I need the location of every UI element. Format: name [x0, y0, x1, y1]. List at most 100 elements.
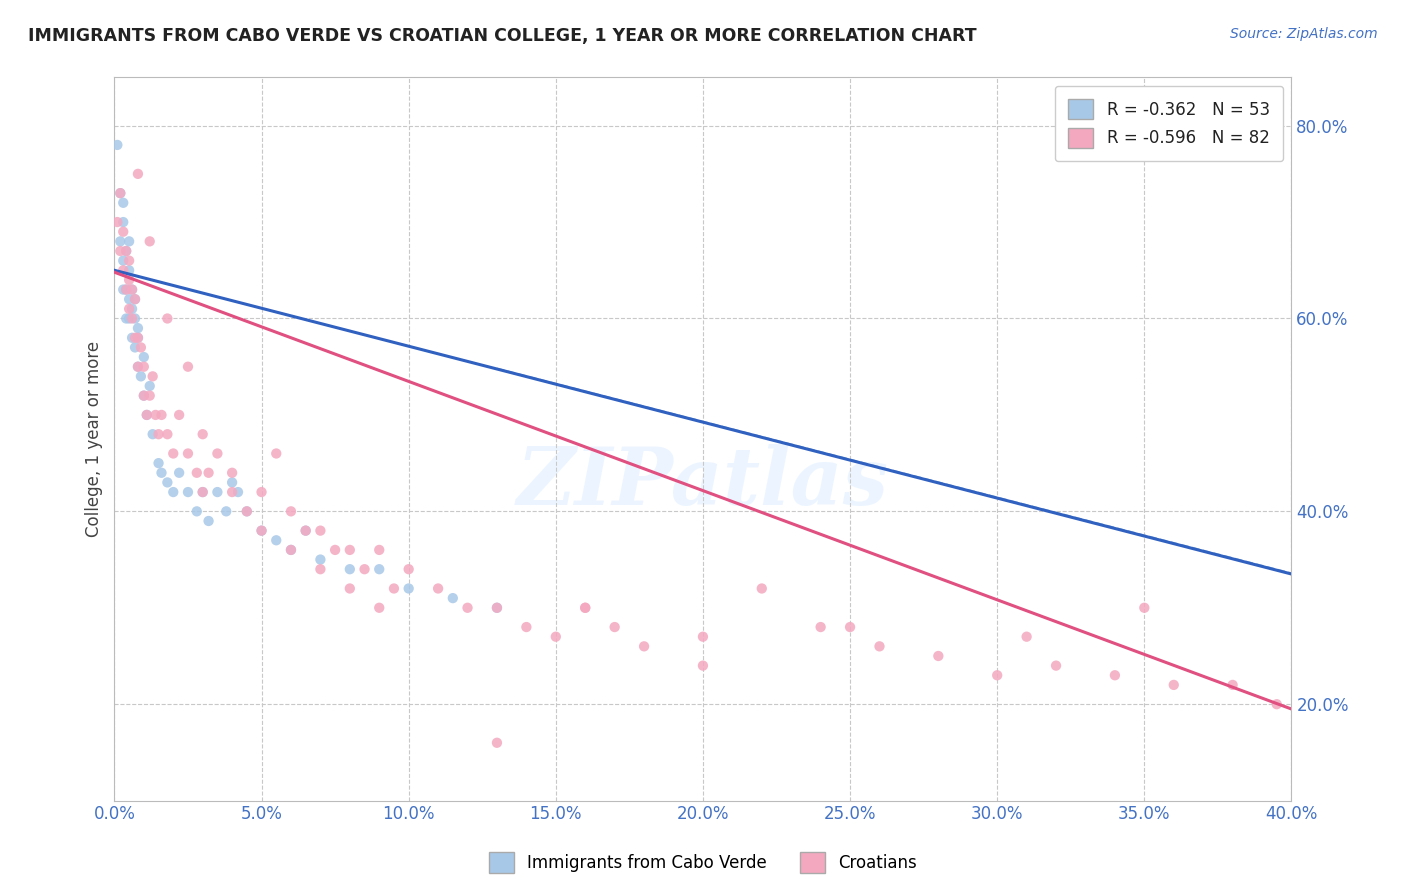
- Point: [112, 263, 135, 277]
- Point: [294, 524, 316, 538]
- Point: [485, 736, 508, 750]
- Point: [138, 389, 160, 403]
- Legend: Immigrants from Cabo Verde, Croatians: Immigrants from Cabo Verde, Croatians: [482, 846, 924, 880]
- Point: [112, 283, 135, 297]
- Point: [191, 485, 214, 500]
- Point: [135, 408, 157, 422]
- Point: [280, 504, 302, 518]
- Point: [692, 658, 714, 673]
- Point: [751, 582, 773, 596]
- Point: [121, 283, 143, 297]
- Point: [457, 600, 479, 615]
- Point: [121, 283, 143, 297]
- Point: [118, 273, 141, 287]
- Point: [167, 466, 190, 480]
- Point: [339, 542, 361, 557]
- Point: [121, 311, 143, 326]
- Text: Source: ZipAtlas.com: Source: ZipAtlas.com: [1230, 27, 1378, 41]
- Point: [177, 485, 200, 500]
- Point: [309, 562, 332, 576]
- Point: [115, 244, 138, 258]
- Point: [603, 620, 626, 634]
- Point: [226, 485, 249, 500]
- Point: [118, 292, 141, 306]
- Point: [124, 340, 146, 354]
- Point: [132, 389, 155, 403]
- Point: [986, 668, 1008, 682]
- Point: [186, 466, 208, 480]
- Point: [118, 263, 141, 277]
- Point: [191, 485, 214, 500]
- Point: [167, 408, 190, 422]
- Point: [132, 389, 155, 403]
- Point: [145, 408, 167, 422]
- Point: [869, 640, 891, 654]
- Point: [368, 600, 391, 615]
- Point: [115, 283, 138, 297]
- Y-axis label: College, 1 year or more: College, 1 year or more: [86, 341, 103, 537]
- Point: [127, 331, 149, 345]
- Point: [177, 446, 200, 460]
- Point: [250, 524, 273, 538]
- Point: [215, 504, 238, 518]
- Point: [121, 331, 143, 345]
- Point: [485, 600, 508, 615]
- Point: [112, 195, 135, 210]
- Point: [186, 504, 208, 518]
- Point: [1163, 678, 1185, 692]
- Point: [115, 244, 138, 258]
- Point: [127, 359, 149, 374]
- Point: [110, 186, 132, 201]
- Point: [398, 582, 420, 596]
- Point: [197, 466, 219, 480]
- Point: [810, 620, 832, 634]
- Point: [124, 292, 146, 306]
- Point: [1015, 630, 1038, 644]
- Point: [236, 504, 259, 518]
- Point: [250, 524, 273, 538]
- Point: [129, 369, 152, 384]
- Point: [280, 542, 302, 557]
- Text: ZIPatlas: ZIPatlas: [517, 443, 889, 521]
- Point: [112, 253, 135, 268]
- Point: [124, 331, 146, 345]
- Point: [148, 427, 170, 442]
- Point: [692, 630, 714, 644]
- Point: [221, 485, 243, 500]
- Point: [142, 427, 165, 442]
- Point: [353, 562, 375, 576]
- Point: [132, 350, 155, 364]
- Point: [839, 620, 862, 634]
- Point: [110, 235, 132, 249]
- Point: [574, 600, 596, 615]
- Point: [197, 514, 219, 528]
- Point: [129, 340, 152, 354]
- Point: [138, 379, 160, 393]
- Point: [221, 475, 243, 490]
- Point: [156, 475, 179, 490]
- Point: [127, 167, 149, 181]
- Point: [177, 359, 200, 374]
- Point: [115, 283, 138, 297]
- Point: [1045, 658, 1067, 673]
- Point: [132, 359, 155, 374]
- Point: [156, 311, 179, 326]
- Point: [382, 582, 405, 596]
- Point: [135, 408, 157, 422]
- Point: [250, 485, 273, 500]
- Point: [368, 542, 391, 557]
- Point: [105, 137, 128, 152]
- Point: [148, 456, 170, 470]
- Point: [162, 446, 184, 460]
- Point: [127, 359, 149, 374]
- Legend: R = -0.362   N = 53, R = -0.596   N = 82: R = -0.362 N = 53, R = -0.596 N = 82: [1054, 86, 1284, 161]
- Point: [127, 331, 149, 345]
- Point: [574, 600, 596, 615]
- Point: [485, 600, 508, 615]
- Text: IMMIGRANTS FROM CABO VERDE VS CROATIAN COLLEGE, 1 YEAR OR MORE CORRELATION CHART: IMMIGRANTS FROM CABO VERDE VS CROATIAN C…: [28, 27, 977, 45]
- Point: [150, 466, 173, 480]
- Point: [339, 582, 361, 596]
- Point: [124, 311, 146, 326]
- Point: [264, 446, 287, 460]
- Point: [110, 186, 132, 201]
